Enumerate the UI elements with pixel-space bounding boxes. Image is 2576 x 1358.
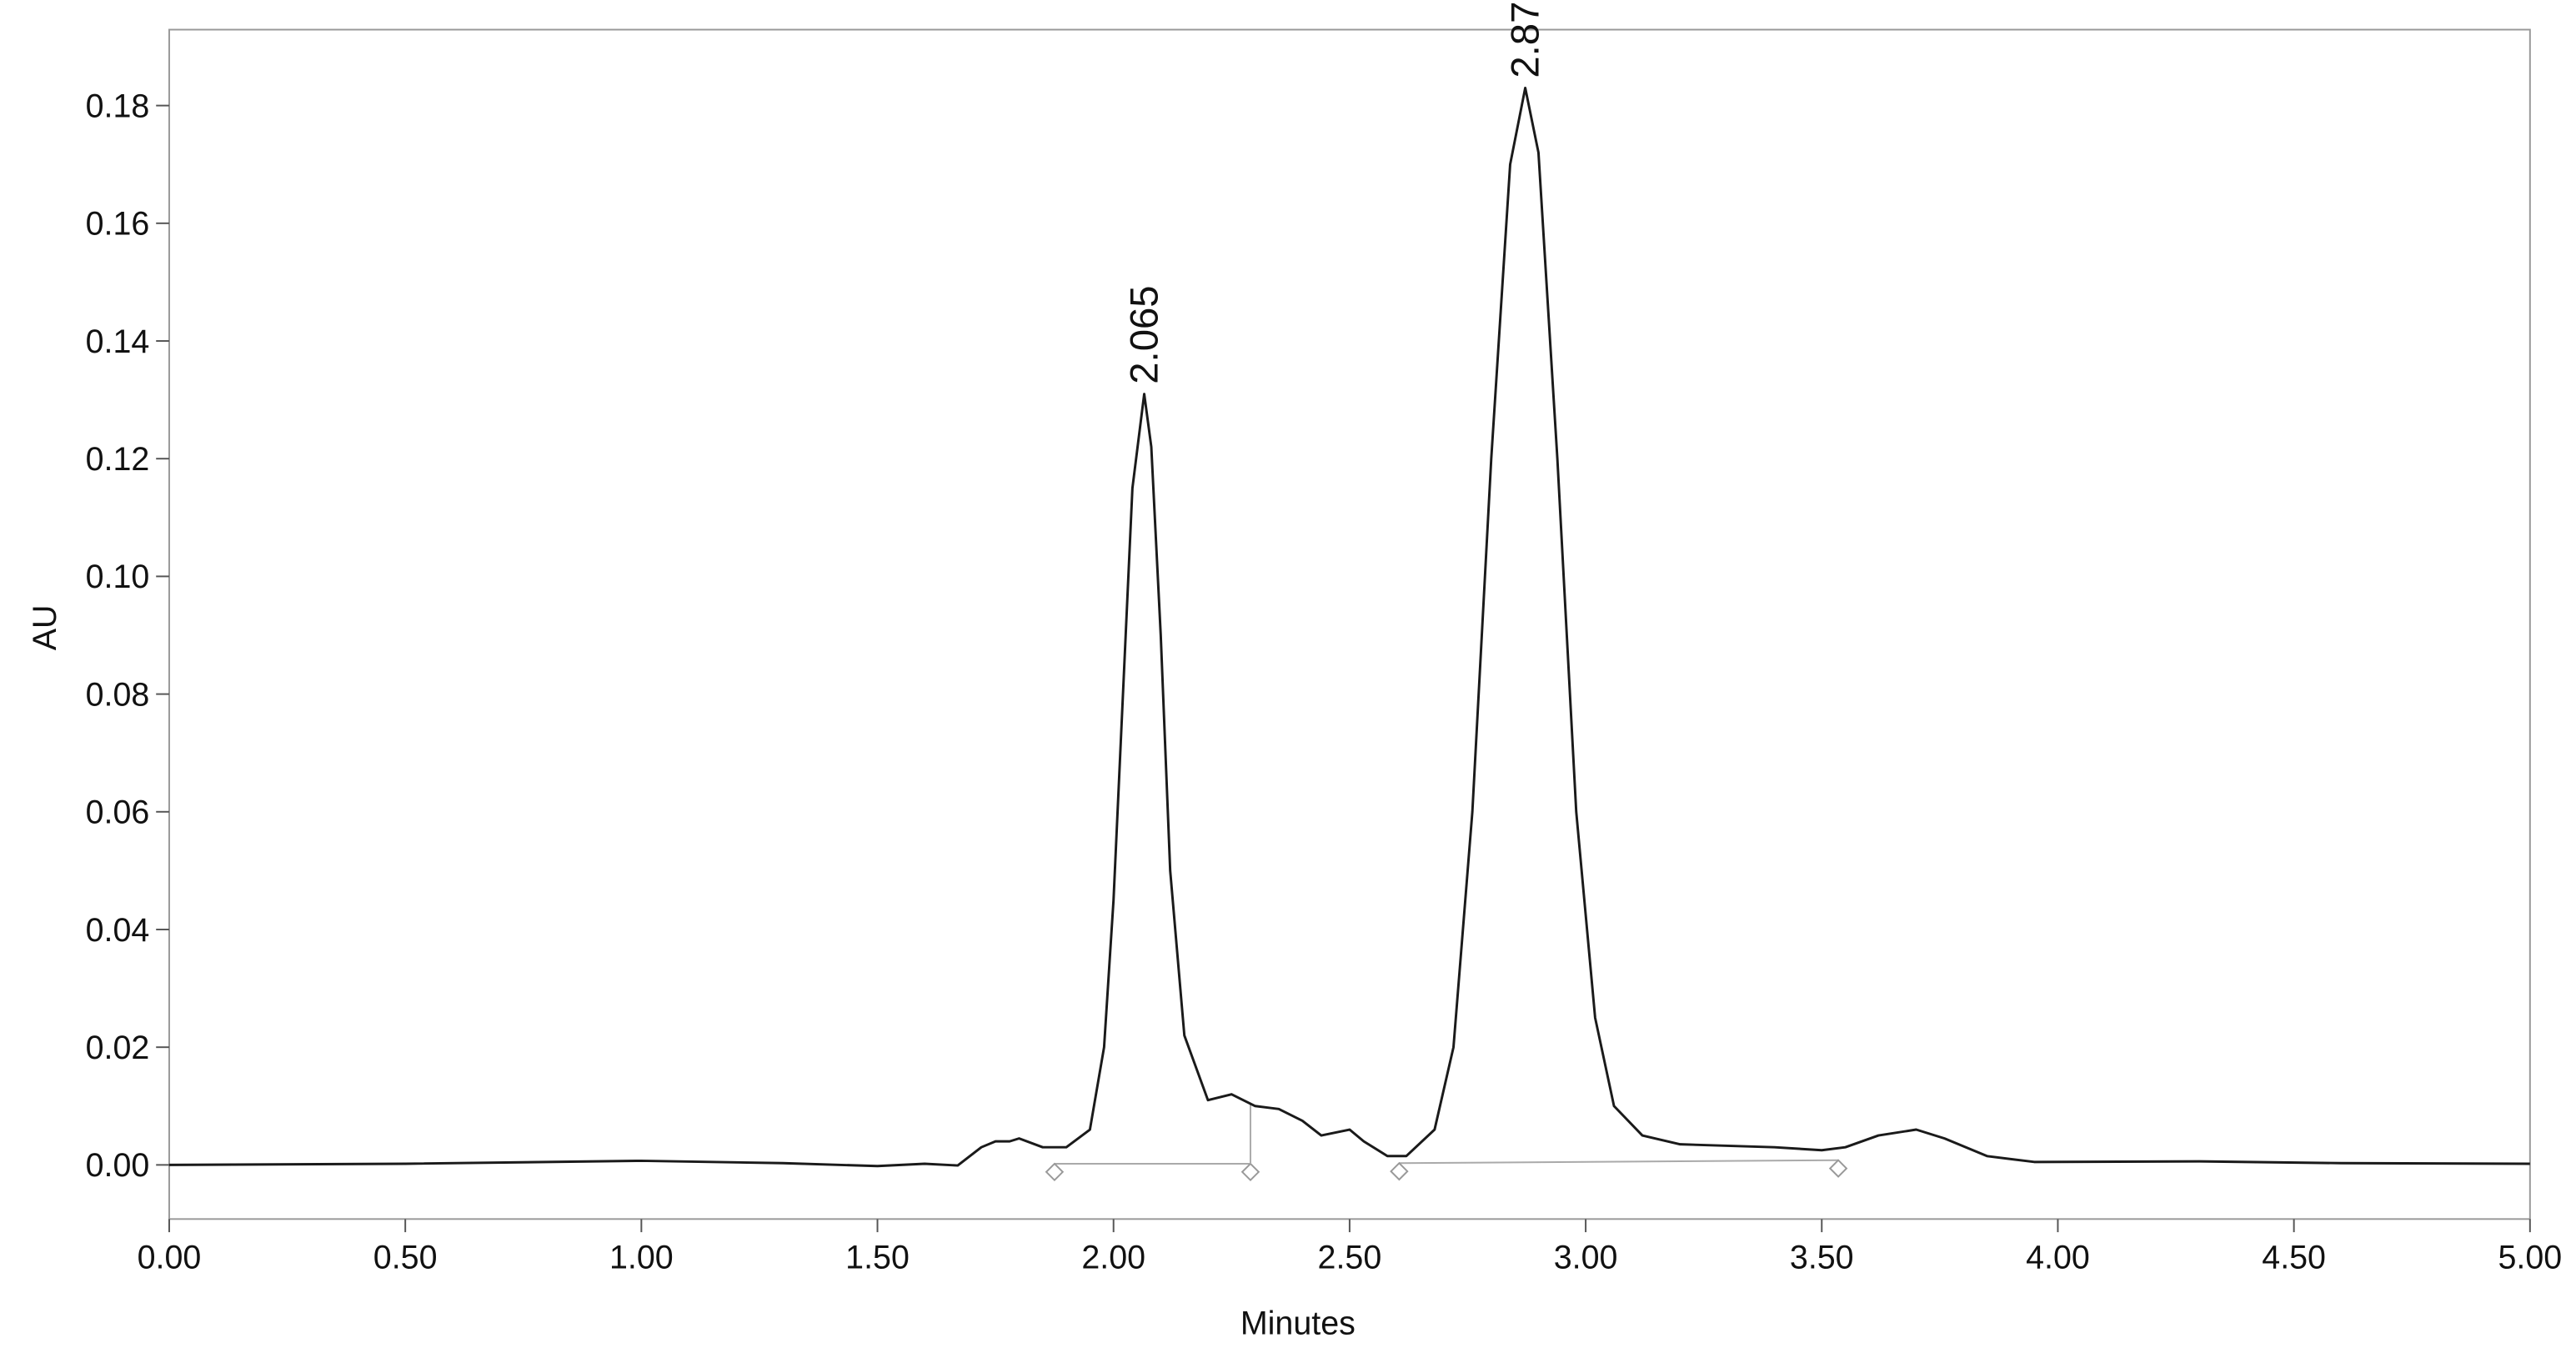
x-tick-label: 4.00 [2026,1239,2090,1275]
x-tick-label: 4.50 [2262,1239,2326,1275]
y-tick-label: 0.10 [86,559,150,595]
y-tick-label: 0.08 [86,676,150,713]
y-tick-label: 0.16 [86,206,150,243]
x-tick-label: 1.50 [845,1239,910,1275]
y-tick-label: 0.14 [86,323,150,360]
x-tick-label: 0.00 [138,1239,202,1275]
integration-baseline [1399,1159,1839,1165]
x-tick-label: 2.50 [1318,1239,1382,1275]
y-tick-label: 0.18 [86,88,150,124]
baseline-marker [1828,1159,1848,1178]
y-tick-label: 0.04 [86,912,150,949]
peak-label: 2.872 [1503,0,1547,78]
chromatogram-line [168,86,2530,1168]
x-tick-label: 3.50 [1790,1239,1854,1275]
x-tick-label: 3.00 [1554,1239,1618,1275]
baseline-marker [1390,1161,1409,1181]
baseline-marker [1240,1162,1260,1182]
y-tick-label: 0.00 [86,1147,150,1184]
plot-frame [168,28,2531,1220]
x-tick-label: 1.00 [609,1239,674,1275]
y-tick-label: 0.12 [86,441,150,478]
y-tick-label: 0.06 [86,794,150,831]
x-axis-label: Minutes [1240,1305,1356,1341]
x-tick-label: 2.00 [1081,1239,1145,1275]
y-tick-label: 0.02 [86,1030,150,1066]
baseline-marker [1045,1162,1065,1182]
x-tick-label: 5.00 [2498,1239,2562,1275]
x-tick-label: 0.50 [373,1239,438,1275]
y-axis-label: AU [27,605,63,651]
peak-label: 2.065 [1122,285,1166,383]
